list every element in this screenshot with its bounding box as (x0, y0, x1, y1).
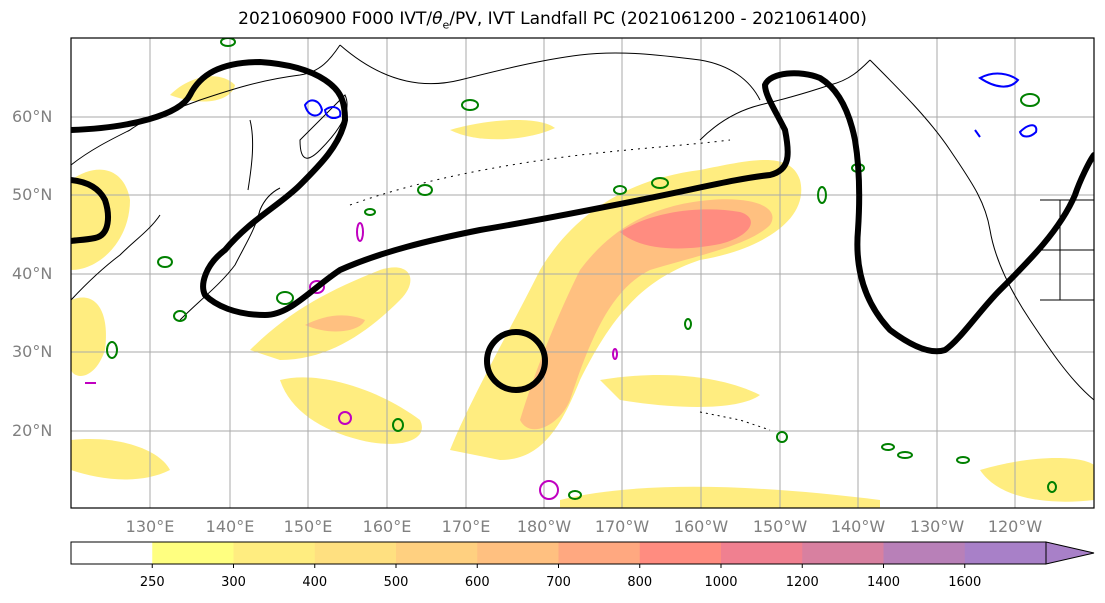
ivt-shading (71, 76, 1094, 508)
lat-label-60n: 60°N (12, 107, 53, 126)
pv-purple-5 (612, 348, 618, 360)
colorbar-label: 1200 (785, 575, 819, 590)
colorbar-segment (477, 542, 559, 564)
pv-contours (85, 72, 1038, 500)
pv-purple-1 (356, 222, 364, 242)
lon-label-140e: 140°E (205, 517, 255, 536)
pv-purple-4 (539, 480, 559, 500)
colorbar-label: 1600 (948, 575, 982, 590)
colorbar-segment (558, 542, 641, 564)
colorbar-segment (396, 542, 478, 564)
colorbar-label: 1000 (704, 575, 738, 590)
title-part-1: 2021060900 F000 IVT/ (238, 9, 433, 29)
lon-label-170e: 170°E (441, 517, 491, 536)
lon-label-150e: 150°E (283, 517, 333, 536)
colorbar (70, 541, 1095, 568)
ivt-west-band (250, 267, 411, 360)
pc-contour-loop (484, 329, 548, 393)
na-borders (1040, 199, 1094, 301)
colorbar-label: 800 (627, 575, 653, 590)
colorbar-segment (639, 542, 722, 564)
ivt-east-south (980, 458, 1094, 502)
colorbar-label: 1400 (866, 575, 901, 590)
colorbar-segment (883, 542, 966, 564)
colorbar-segment (314, 542, 397, 564)
colorbar-label: 600 (464, 575, 490, 590)
colorbar-label: 300 (221, 575, 246, 590)
figure-title: 2021060900 F000 IVT/θe/PV, IVT Landfall … (0, 9, 1105, 31)
colorbar-label: 400 (302, 575, 328, 590)
colorbar-label: 250 (139, 575, 165, 590)
alaska-coast (699, 59, 871, 141)
title-theta-sub: e (442, 18, 450, 32)
lat-label-50n: 50°N (12, 185, 53, 204)
na-west-coast (869, 59, 1094, 401)
japan-islands (179, 187, 281, 321)
pv-blue-kamchatka (303, 99, 342, 119)
title-theta: θ (432, 9, 443, 29)
ivt-plume-max (620, 209, 751, 249)
ivt-japan-south (71, 297, 106, 376)
pc-contour-west (71, 59, 1094, 355)
lon-label-130w: 130°W (909, 517, 965, 536)
aleutians (349, 139, 731, 206)
ivt-lower-left (71, 439, 170, 480)
lon-label-160w: 160°W (673, 517, 729, 536)
sakhalin (247, 119, 254, 191)
pc-contour (71, 59, 1094, 393)
lat-label-20n: 20°N (12, 421, 53, 440)
lon-label-170w: 170°W (594, 517, 650, 536)
lon-label-160e: 160°E (362, 517, 412, 536)
lon-label-150w: 150°W (752, 517, 808, 536)
pv-blue-canada (974, 72, 1038, 138)
ivt-hawaii (600, 375, 760, 407)
map-frame (70, 37, 1095, 509)
colorbar-segment (152, 542, 234, 564)
ivt-south-band (280, 377, 422, 444)
colorbar-label: 700 (546, 575, 571, 590)
colorbar-label: 500 (383, 575, 409, 590)
lon-label-180w: 180°W (516, 517, 572, 536)
lat-label-40n: 40°N (12, 264, 53, 283)
lon-label-140w: 140°W (830, 517, 886, 536)
pc-contour-japan (71, 177, 111, 244)
ivt-west-core (305, 315, 365, 332)
title-part-2: /PV, IVT Landfall PC (2021061200 - 20210… (449, 9, 867, 29)
pv-purple-2 (309, 280, 325, 294)
colorbar-segment (964, 542, 1047, 564)
hawaii-islands (699, 411, 771, 431)
siberia-coast (339, 44, 761, 101)
colorbar-segment (721, 542, 803, 564)
colorbar-extend-arrow (1045, 541, 1095, 565)
ivt-kamchatka (170, 76, 235, 102)
pv-purple-3 (338, 411, 352, 425)
ivt-aleutian (450, 119, 555, 140)
lat-label-30n: 30°N (12, 342, 53, 361)
colorbar-segment (233, 542, 316, 564)
ivt-bottom (560, 486, 880, 508)
lon-label-120w: 120°W (987, 517, 1043, 536)
gridlines (71, 38, 1094, 508)
colorbar-segment (802, 542, 884, 564)
lon-label-130e: 130°E (125, 517, 175, 536)
colorbar-segment (71, 542, 153, 564)
